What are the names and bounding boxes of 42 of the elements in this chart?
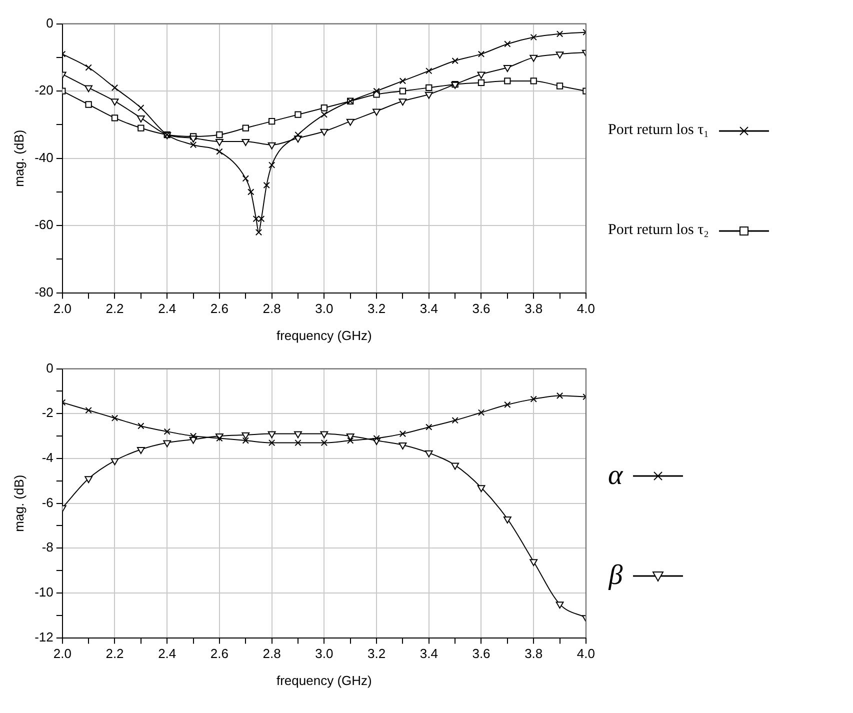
x-tick-label: 2.8 [262, 646, 281, 662]
x-tick-label: 3.6 [472, 646, 490, 662]
x-tick-label: 2.6 [210, 646, 228, 662]
legend-label: Port return los τ₁ [608, 122, 709, 139]
y-tick-label: -6 [42, 494, 54, 510]
legend-label: β [608, 560, 623, 592]
x-tick-label: 2.2 [106, 301, 124, 316]
x-tick-label: 2.2 [106, 646, 124, 662]
y-axis-title: mag. (dB) [11, 474, 26, 532]
x-tick-label: 3.0 [315, 646, 334, 662]
x-tick-label: 2.0 [53, 301, 72, 316]
x-tick-label: 2.4 [158, 301, 176, 316]
x-tick-label: 3.2 [367, 646, 386, 662]
y-tick-label: 0 [46, 360, 54, 376]
x-tick-label: 2.6 [210, 301, 228, 316]
y-tick-label: -4 [42, 450, 54, 466]
legend-label: Port return los τ₂ [608, 222, 709, 239]
y-tick-label: -12 [34, 629, 54, 644]
y-tick-label: -2 [42, 405, 54, 420]
x-tick-label: 3.6 [472, 301, 490, 316]
x-tick-label: 3.4 [420, 301, 438, 316]
y-tick-label: -60 [34, 217, 54, 232]
x-axis-title: frequency (GHz) [276, 672, 372, 688]
x-tick-label: 4.0 [576, 646, 596, 662]
x-tick-label: 4.0 [576, 301, 596, 316]
y-tick-label: -80 [34, 284, 54, 300]
x-tick-label: 3.0 [315, 301, 334, 316]
y-tick-label: 0 [46, 15, 54, 30]
x-axis-title: frequency (GHz) [276, 328, 372, 343]
x-tick-label: 3.2 [367, 301, 386, 316]
x-tick-label: 3.4 [420, 646, 438, 662]
y-tick-label: -8 [42, 540, 54, 555]
x-tick-label: 2.8 [262, 301, 281, 316]
x-tick-label: 2.0 [53, 646, 72, 662]
y-tick-label: -20 [34, 82, 54, 98]
x-tick-label: 3.8 [524, 646, 543, 662]
y-tick-label: -10 [34, 584, 54, 600]
x-tick-label: 3.8 [524, 301, 543, 316]
y-axis-title: mag. (dB) [11, 130, 26, 187]
y-tick-label: -40 [34, 150, 54, 165]
x-tick-label: 2.4 [158, 646, 176, 662]
legend-label: α [608, 460, 623, 492]
